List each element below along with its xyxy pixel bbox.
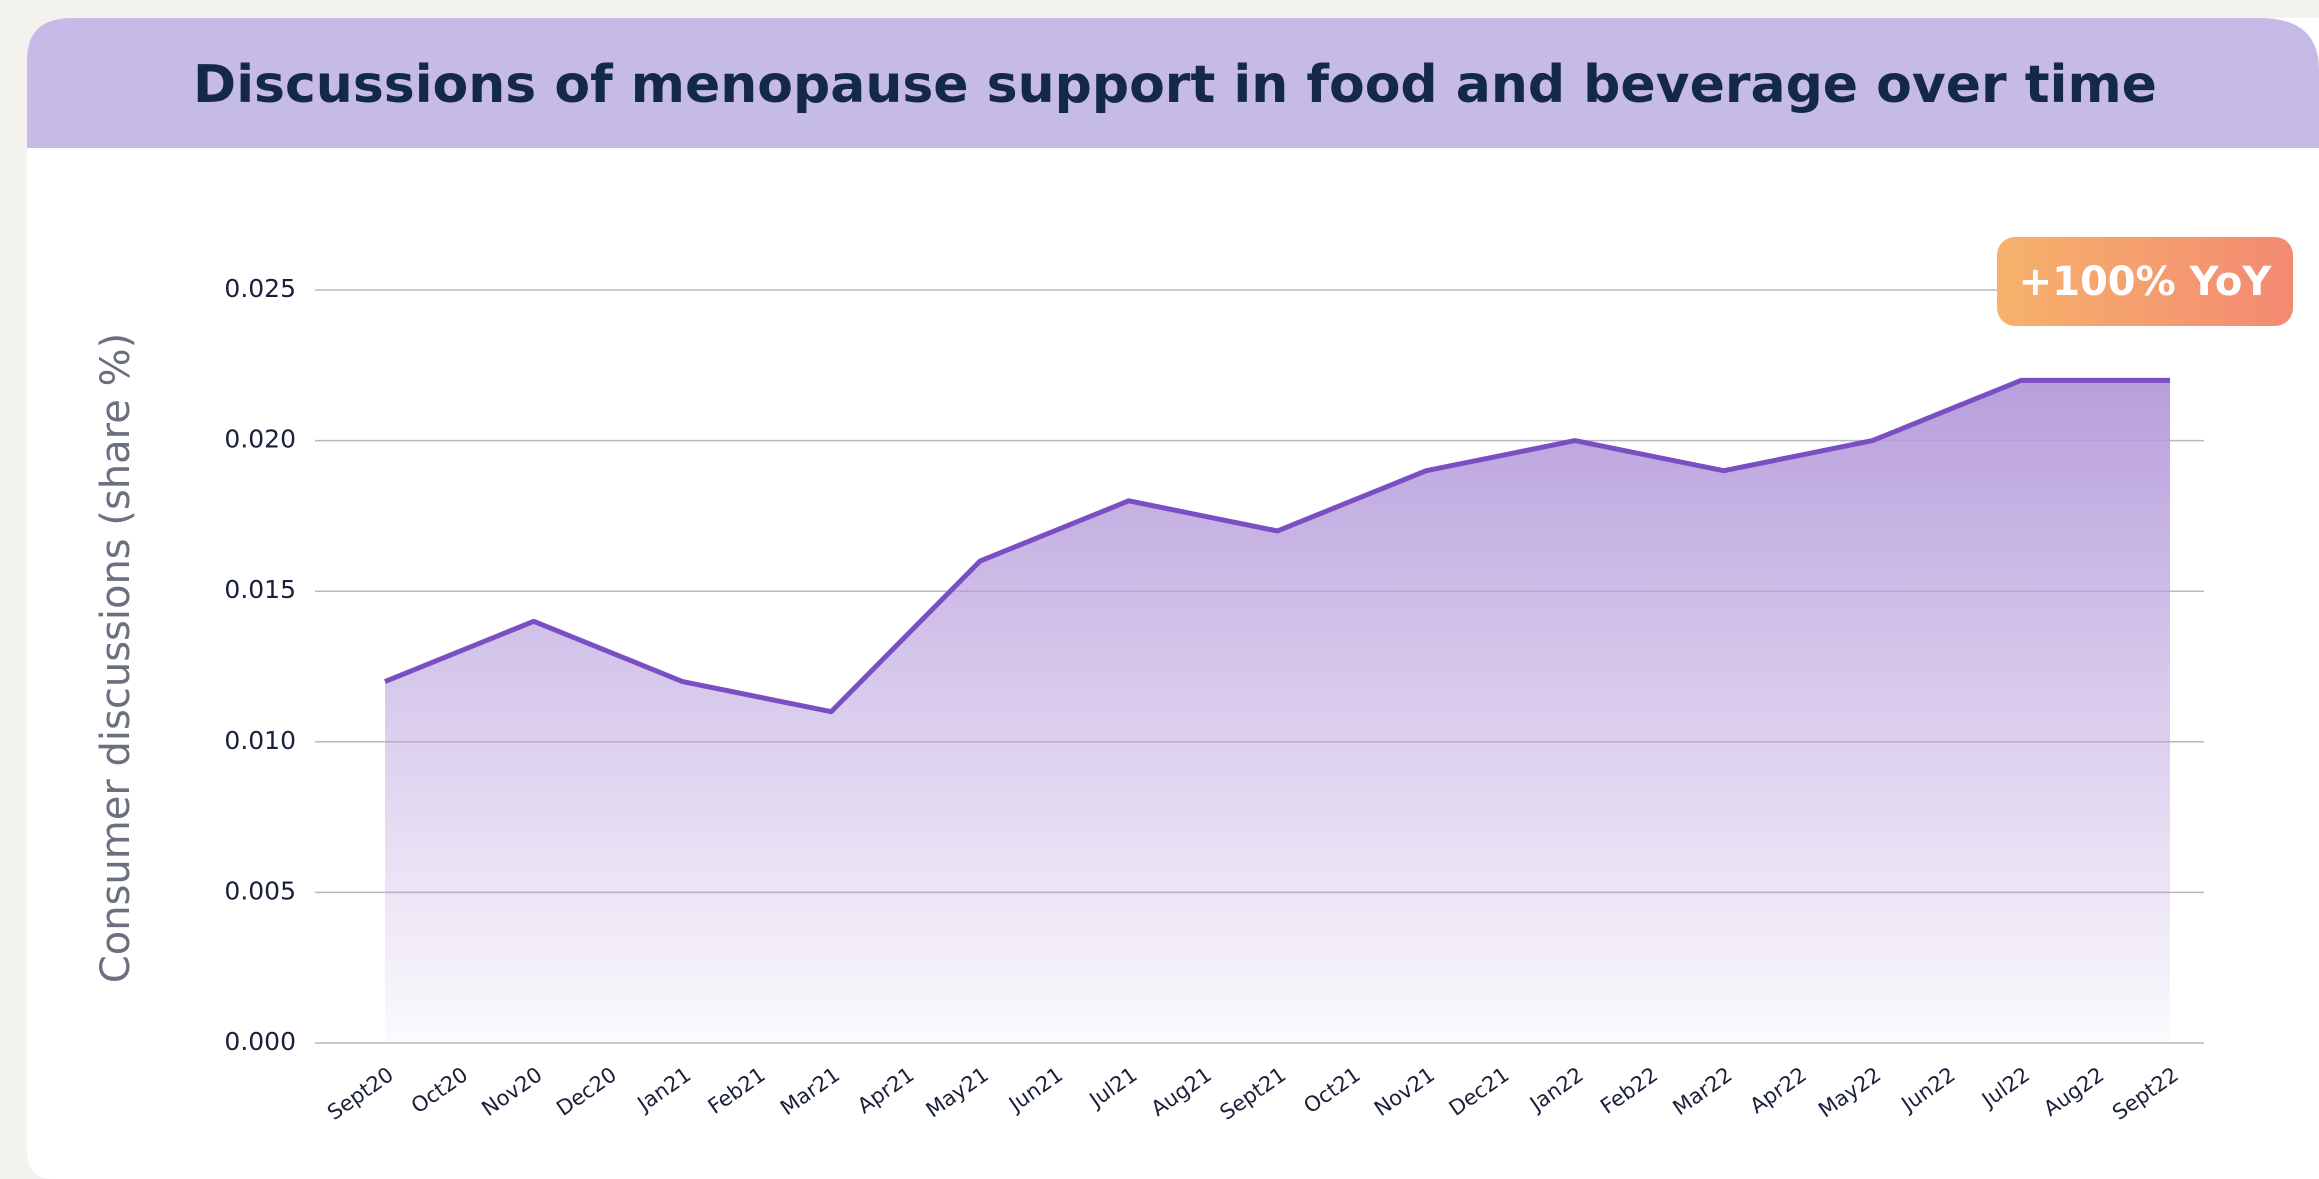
line xyxy=(384,377,2170,715)
y-tick-label: 0.010 xyxy=(224,726,296,755)
y-axis-label: Consumer discussions (share %) xyxy=(93,333,139,983)
annotation-badge xyxy=(1997,237,2293,326)
chart-title: Discussions of menopause support in food… xyxy=(193,55,2157,115)
y-tick-label: 0.000 xyxy=(224,1027,296,1056)
annotation: +100% YoY xyxy=(2019,259,2273,305)
y-tick-label: 0.005 xyxy=(224,876,296,905)
y-tick-label: 0.020 xyxy=(224,425,296,454)
y-tick-label: 0.015 xyxy=(224,575,296,604)
area xyxy=(385,380,2170,1043)
header-band xyxy=(27,18,2319,148)
y-tick-label: 0.025 xyxy=(224,274,296,303)
